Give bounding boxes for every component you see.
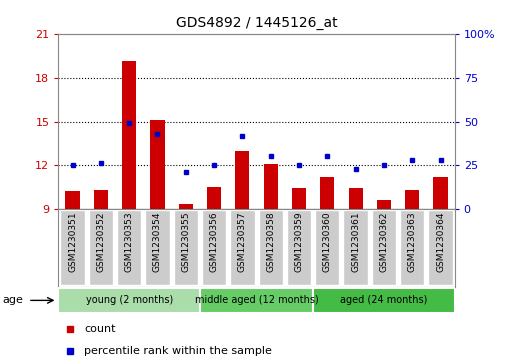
Bar [200,288,313,313]
Bar [207,187,221,209]
Text: middle aged (12 months): middle aged (12 months) [195,295,319,305]
Bar [145,210,170,285]
Bar [174,210,198,285]
Text: age: age [3,295,23,305]
Bar [315,210,339,285]
Text: GSM1230351: GSM1230351 [68,211,77,272]
Text: count: count [84,324,116,334]
Bar [117,210,141,285]
Text: percentile rank within the sample: percentile rank within the sample [84,346,272,356]
Text: GSM1230356: GSM1230356 [210,211,218,272]
Bar [60,210,85,285]
Bar [264,164,278,209]
Bar [122,61,136,209]
Text: GSM1230358: GSM1230358 [266,211,275,272]
Text: GSM1230364: GSM1230364 [436,211,445,272]
Bar [235,151,249,209]
Bar [259,210,283,285]
Bar [313,288,455,313]
Bar [372,210,396,285]
Text: GSM1230355: GSM1230355 [181,211,190,272]
Bar [428,210,453,285]
Bar [179,204,193,209]
Bar [66,191,80,209]
Text: GSM1230353: GSM1230353 [124,211,134,272]
Bar [343,210,368,285]
Text: GSM1230360: GSM1230360 [323,211,332,272]
Text: GSM1230361: GSM1230361 [351,211,360,272]
Bar [400,210,424,285]
Bar [287,210,311,285]
Text: GSM1230359: GSM1230359 [295,211,303,272]
Text: GSM1230363: GSM1230363 [408,211,417,272]
Text: aged (24 months): aged (24 months) [340,295,428,305]
Bar [94,190,108,209]
Text: GDS4892 / 1445126_at: GDS4892 / 1445126_at [176,16,337,30]
Bar [58,288,200,313]
Text: young (2 months): young (2 months) [85,295,173,305]
Bar [150,120,165,209]
Text: GSM1230354: GSM1230354 [153,211,162,272]
Text: GSM1230357: GSM1230357 [238,211,247,272]
Bar [89,210,113,285]
Bar [377,200,391,209]
Bar [405,190,419,209]
Bar [202,210,226,285]
Bar [292,188,306,209]
Bar [433,177,448,209]
Text: GSM1230362: GSM1230362 [379,211,389,272]
Text: GSM1230352: GSM1230352 [97,211,105,272]
Bar [348,188,363,209]
Bar [230,210,255,285]
Bar [320,177,334,209]
